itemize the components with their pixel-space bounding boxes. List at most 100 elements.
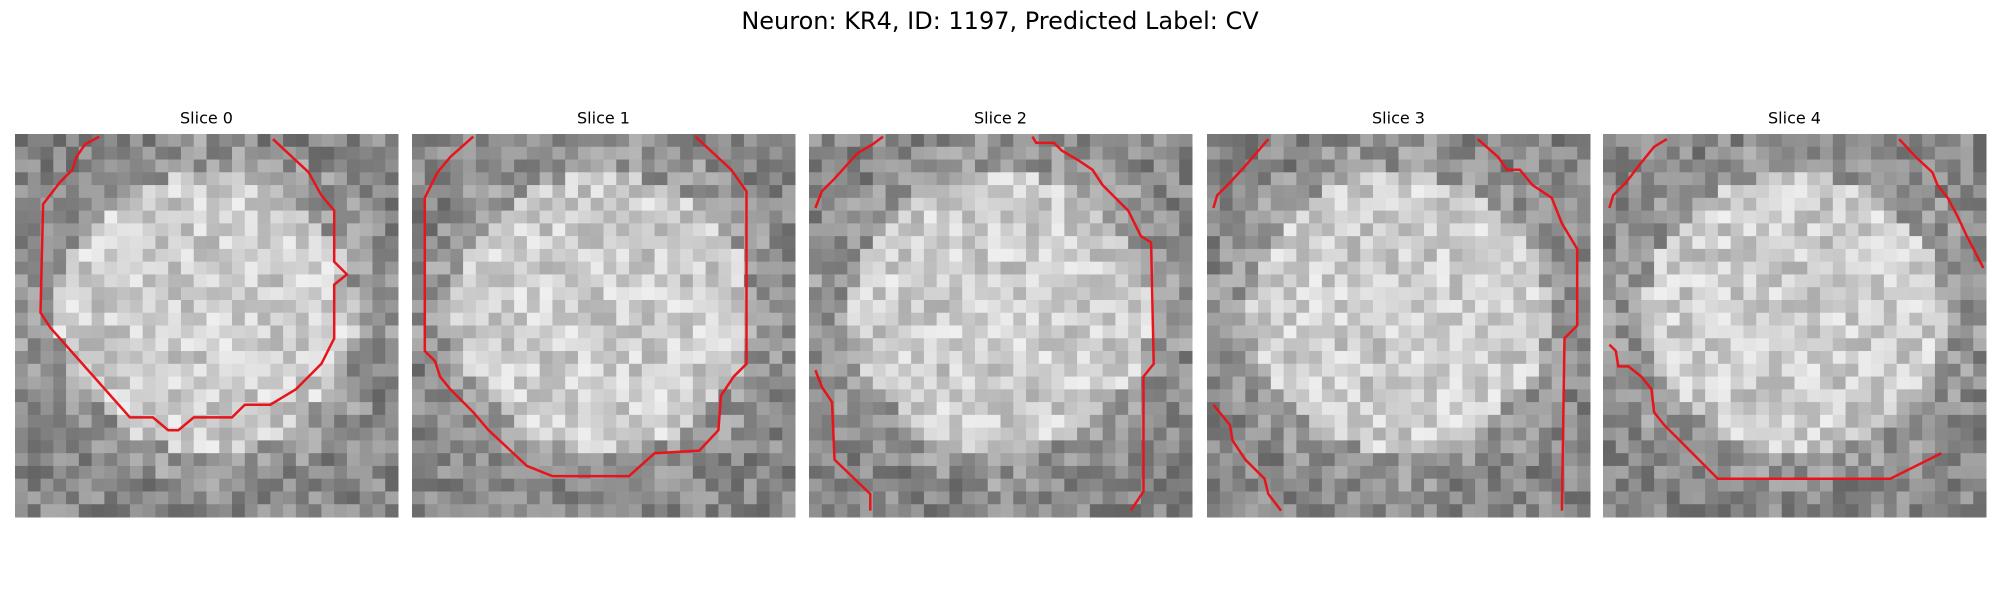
- pixel: [270, 146, 284, 161]
- pixel: [552, 172, 566, 186]
- pixel: [1896, 402, 1910, 416]
- pixel: [769, 402, 783, 416]
- pixel: [731, 427, 745, 441]
- pixel: [565, 172, 579, 186]
- pixel: [1179, 351, 1193, 365]
- pixel: [1717, 172, 1732, 186]
- pixel: [117, 197, 131, 212]
- pixel: [821, 210, 836, 224]
- pixel: [1705, 504, 1719, 518]
- pixel: [1705, 363, 1719, 378]
- pixel: [1270, 236, 1285, 250]
- pixel: [1321, 172, 1336, 186]
- pixel: [180, 159, 195, 173]
- pixel: [1321, 376, 1336, 390]
- pixel: [372, 427, 386, 441]
- pixel: [731, 261, 745, 275]
- pixel: [385, 236, 399, 250]
- pixel: [501, 210, 515, 224]
- pixel: [1207, 389, 1221, 403]
- pixel: [1807, 159, 1821, 173]
- pixel: [1807, 325, 1821, 339]
- pixel: [1424, 197, 1438, 212]
- pixel: [283, 325, 297, 339]
- pixel: [718, 299, 732, 314]
- pixel: [244, 351, 259, 365]
- pixel: [1551, 223, 1565, 237]
- pixel: [1577, 389, 1591, 403]
- pixel: [1832, 274, 1847, 288]
- pixel: [1526, 287, 1540, 301]
- pixel: [731, 453, 745, 467]
- pixel: [475, 325, 490, 339]
- pixel: [667, 325, 681, 339]
- pixel: [1577, 376, 1591, 390]
- pixel: [450, 376, 464, 390]
- pixel: [257, 465, 271, 480]
- pixel: [1615, 453, 1630, 467]
- pixel: [936, 389, 950, 403]
- pixel: [692, 363, 707, 378]
- pixel: [847, 299, 861, 314]
- pixel: [1603, 312, 1617, 326]
- pixel: [437, 248, 451, 263]
- pixel: [809, 427, 823, 441]
- pixel: [1102, 414, 1116, 429]
- pixel: [295, 478, 310, 492]
- pixel: [718, 453, 732, 467]
- pixel: [450, 478, 464, 492]
- pixel: [501, 376, 515, 390]
- pixel: [1500, 325, 1514, 339]
- pixel: [1064, 197, 1078, 212]
- pixel: [295, 465, 310, 480]
- pixel: [372, 299, 386, 314]
- pixel: [219, 363, 233, 378]
- pixel: [1449, 274, 1463, 288]
- pixel: [1245, 261, 1259, 275]
- pixel: [1807, 299, 1821, 314]
- pixel: [321, 440, 335, 454]
- pixel: [1679, 159, 1693, 173]
- pixel: [1270, 299, 1285, 314]
- pixel: [1922, 274, 1936, 288]
- pixel: [232, 465, 246, 480]
- pixel: [885, 427, 899, 441]
- pixel: [219, 248, 233, 263]
- pixel: [1000, 402, 1014, 416]
- pixel: [142, 274, 156, 288]
- pixel: [168, 172, 182, 186]
- pixel: [1513, 440, 1527, 454]
- pixel: [731, 478, 745, 492]
- pixel: [1807, 134, 1821, 148]
- pixel: [526, 491, 541, 505]
- pixel: [168, 402, 182, 416]
- pixel: [1641, 299, 1655, 314]
- pixel: [1436, 185, 1451, 199]
- pixel: [756, 453, 770, 467]
- pixel: [346, 197, 361, 212]
- pixel: [565, 146, 579, 161]
- pixel: [987, 134, 1001, 148]
- pixel: [1807, 440, 1821, 454]
- pixel: [1411, 427, 1425, 441]
- pixel: [705, 504, 719, 518]
- pixel: [1207, 261, 1221, 275]
- pixel: [936, 312, 950, 326]
- pixel: [974, 338, 989, 352]
- pixel: [155, 287, 169, 301]
- pixel: [974, 172, 989, 186]
- pixel: [15, 453, 29, 467]
- pixel: [283, 159, 297, 173]
- pixel: [372, 325, 386, 339]
- pixel: [359, 236, 373, 250]
- pixel: [1781, 172, 1795, 186]
- pixel: [27, 274, 42, 288]
- pixel: [1934, 478, 1949, 492]
- pixel: [1166, 491, 1180, 505]
- pixel: [847, 159, 861, 173]
- pixel: [1603, 172, 1617, 186]
- pixel: [718, 172, 732, 186]
- pixel: [1845, 414, 1859, 429]
- pixel: [1385, 312, 1399, 326]
- pixel: [1475, 402, 1489, 416]
